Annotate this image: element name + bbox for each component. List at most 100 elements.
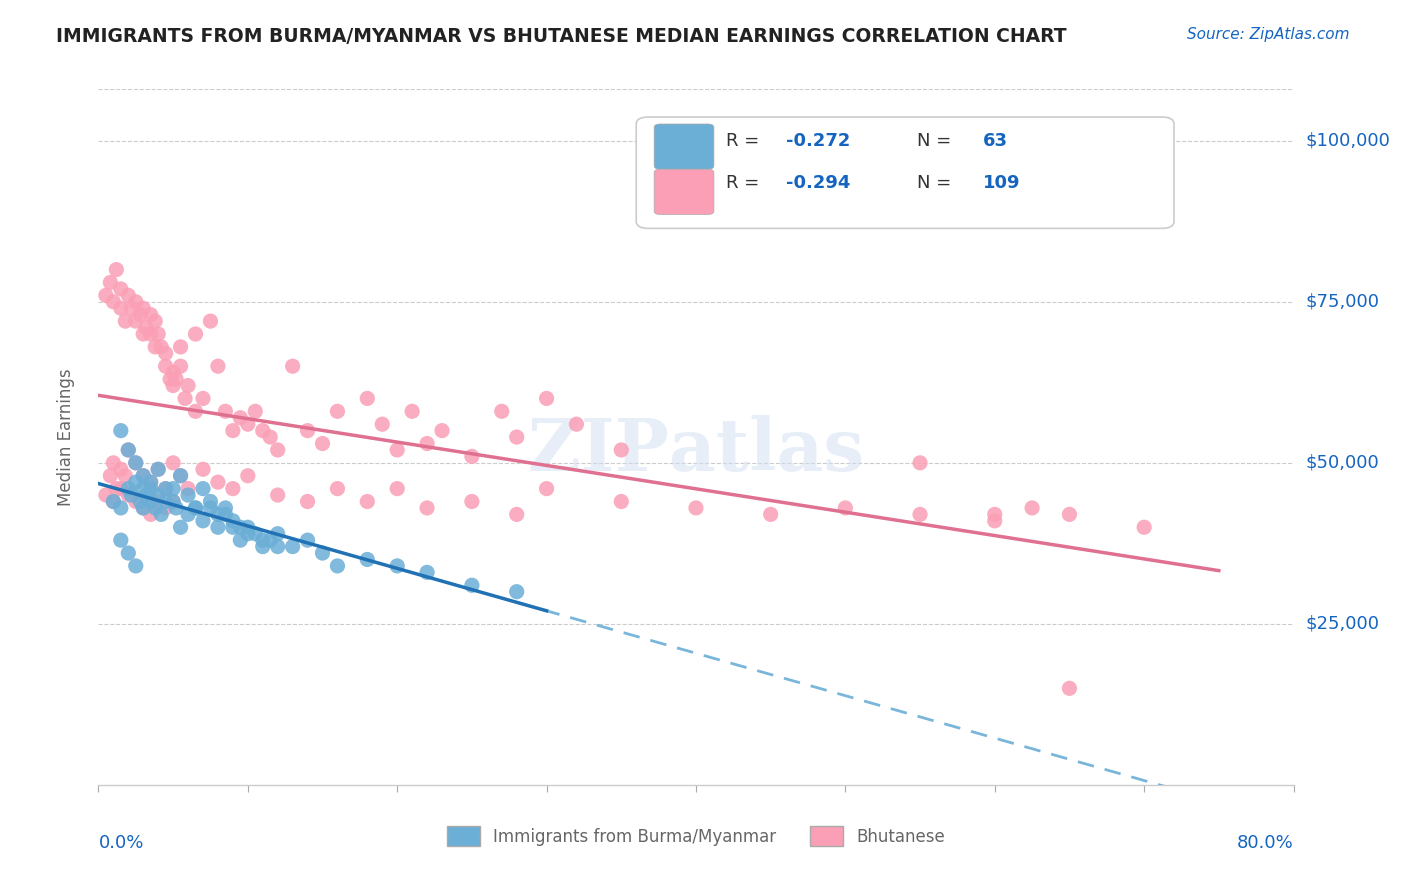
- Point: [311, 436, 333, 450]
- Point: [267, 526, 290, 541]
- Point: [297, 424, 319, 438]
- Point: [120, 301, 142, 316]
- Point: [110, 301, 132, 316]
- Point: [506, 584, 529, 599]
- Point: [245, 526, 267, 541]
- Point: [191, 392, 214, 406]
- Point: [229, 410, 252, 425]
- Point: [200, 500, 222, 515]
- Point: [908, 508, 931, 522]
- Point: [191, 462, 214, 476]
- Point: [162, 378, 184, 392]
- Point: [162, 482, 184, 496]
- Point: [245, 404, 267, 418]
- Point: [536, 482, 558, 496]
- Point: [184, 326, 207, 341]
- Point: [110, 282, 132, 296]
- Point: [155, 359, 177, 374]
- Point: [148, 462, 170, 476]
- Point: [110, 533, 132, 548]
- Point: [252, 540, 274, 554]
- Text: 80.0%: 80.0%: [1237, 834, 1294, 852]
- Text: 63: 63: [983, 132, 1008, 151]
- Point: [259, 430, 281, 444]
- Point: [252, 424, 274, 438]
- Point: [110, 500, 132, 515]
- Point: [214, 500, 236, 515]
- Point: [184, 404, 207, 418]
- Point: [229, 533, 252, 548]
- Point: [129, 308, 152, 322]
- Point: [491, 404, 513, 418]
- Point: [169, 468, 191, 483]
- Point: [125, 494, 148, 508]
- Text: IMMIGRANTS FROM BURMA/MYANMAR VS BHUTANESE MEDIAN EARNINGS CORRELATION CHART: IMMIGRANTS FROM BURMA/MYANMAR VS BHUTANE…: [56, 27, 1067, 45]
- Point: [236, 417, 259, 432]
- Text: R =: R =: [725, 174, 765, 192]
- Point: [177, 482, 200, 496]
- Point: [565, 417, 588, 432]
- Point: [159, 372, 181, 386]
- Point: [1059, 681, 1081, 696]
- Point: [536, 392, 558, 406]
- Point: [461, 450, 484, 464]
- Text: N =: N =: [917, 132, 957, 151]
- Point: [135, 488, 157, 502]
- Point: [385, 558, 409, 573]
- Point: [326, 404, 349, 418]
- Point: [105, 482, 128, 496]
- Point: [143, 340, 166, 354]
- Point: [207, 508, 229, 522]
- Point: [155, 500, 177, 515]
- Point: [984, 508, 1007, 522]
- Y-axis label: Median Earnings: Median Earnings: [56, 368, 75, 506]
- Point: [94, 488, 117, 502]
- Point: [191, 514, 214, 528]
- Point: [908, 456, 931, 470]
- Text: N =: N =: [917, 174, 957, 192]
- Point: [297, 494, 319, 508]
- Point: [139, 475, 162, 490]
- Point: [169, 520, 191, 534]
- Point: [184, 500, 207, 515]
- Point: [610, 442, 633, 457]
- Point: [1133, 520, 1156, 534]
- Point: [222, 514, 245, 528]
- Point: [461, 578, 484, 592]
- Point: [461, 494, 484, 508]
- Point: [155, 482, 177, 496]
- Point: [311, 546, 333, 560]
- Point: [236, 520, 259, 534]
- Point: [416, 566, 439, 580]
- Point: [267, 488, 290, 502]
- Point: [125, 314, 148, 328]
- Point: [371, 417, 394, 432]
- Point: [150, 340, 173, 354]
- Point: [148, 494, 170, 508]
- Text: Source: ZipAtlas.com: Source: ZipAtlas.com: [1187, 27, 1350, 42]
- Point: [229, 520, 252, 534]
- Text: 109: 109: [983, 174, 1021, 192]
- Text: -0.272: -0.272: [786, 132, 851, 151]
- Point: [174, 392, 197, 406]
- Point: [132, 482, 155, 496]
- Point: [356, 392, 378, 406]
- Point: [139, 475, 162, 490]
- Point: [135, 320, 157, 334]
- Point: [184, 500, 207, 515]
- Point: [385, 482, 409, 496]
- Point: [125, 456, 148, 470]
- Point: [214, 508, 236, 522]
- Point: [148, 462, 170, 476]
- FancyBboxPatch shape: [654, 124, 714, 169]
- Point: [125, 294, 148, 309]
- Point: [98, 468, 122, 483]
- Point: [252, 533, 274, 548]
- Point: [117, 546, 139, 560]
- Point: [150, 508, 173, 522]
- Point: [506, 508, 529, 522]
- Point: [125, 456, 148, 470]
- Point: [132, 468, 155, 483]
- Point: [281, 359, 304, 374]
- Text: -0.294: -0.294: [786, 174, 851, 192]
